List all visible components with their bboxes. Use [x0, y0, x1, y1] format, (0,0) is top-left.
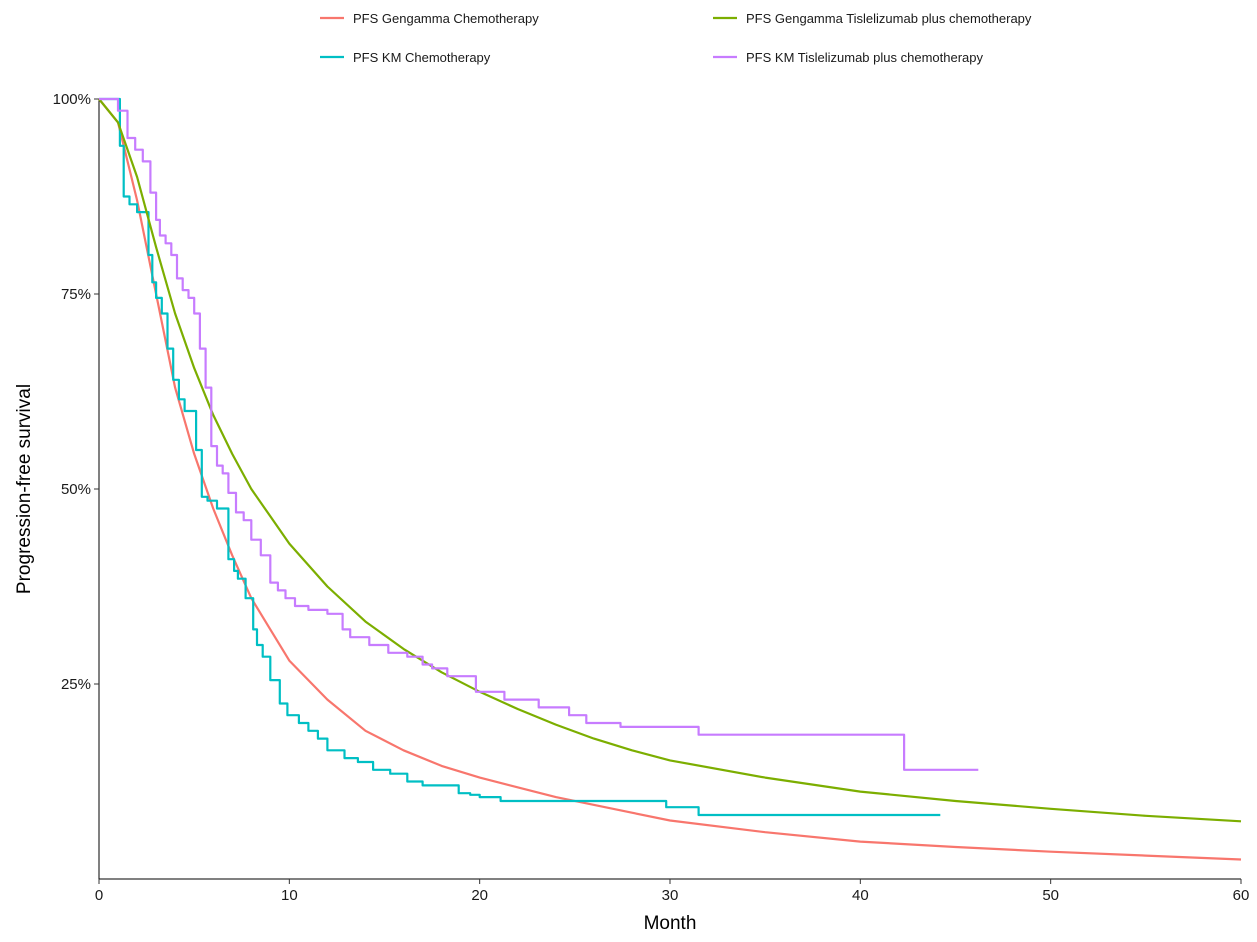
y-tick-label: 100%	[53, 91, 91, 108]
x-tick-label: 40	[852, 887, 869, 904]
series-line	[99, 97, 979, 771]
y-tick-label: 75%	[61, 286, 91, 303]
x-tick-label: 30	[662, 887, 679, 904]
series-line	[98, 98, 1242, 823]
x-tick-label: 20	[471, 887, 488, 904]
y-tick-label: 25%	[61, 676, 91, 693]
x-tick-label: 10	[281, 887, 298, 904]
y-tick-label: 50%	[61, 481, 91, 498]
legend-label: PFS Gengamma Chemotherapy	[353, 11, 539, 26]
x-axis-title: Month	[644, 913, 697, 934]
legend-label: PFS Gengamma Tislelizumab plus chemother…	[746, 11, 1032, 26]
series-lines	[98, 97, 1242, 861]
y-axis-title: Progression-free survival	[14, 384, 35, 594]
legend-label: PFS KM Tislelizumab plus chemotherapy	[746, 50, 983, 65]
x-tick-label: 60	[1233, 887, 1250, 904]
x-tick-label: 0	[95, 887, 103, 904]
series-line	[99, 97, 941, 817]
series-line	[98, 98, 1242, 861]
legend: PFS Gengamma Chemotherapy PFS KM Chemothe…	[320, 11, 1032, 65]
axes: 0 10 20 30 40 50 60 25% 50% 75% 100%	[53, 91, 1250, 904]
x-tick-label: 50	[1042, 887, 1059, 904]
axis-labels: Month Progression-free survival	[14, 384, 696, 934]
legend-label: PFS KM Chemotherapy	[353, 50, 491, 65]
